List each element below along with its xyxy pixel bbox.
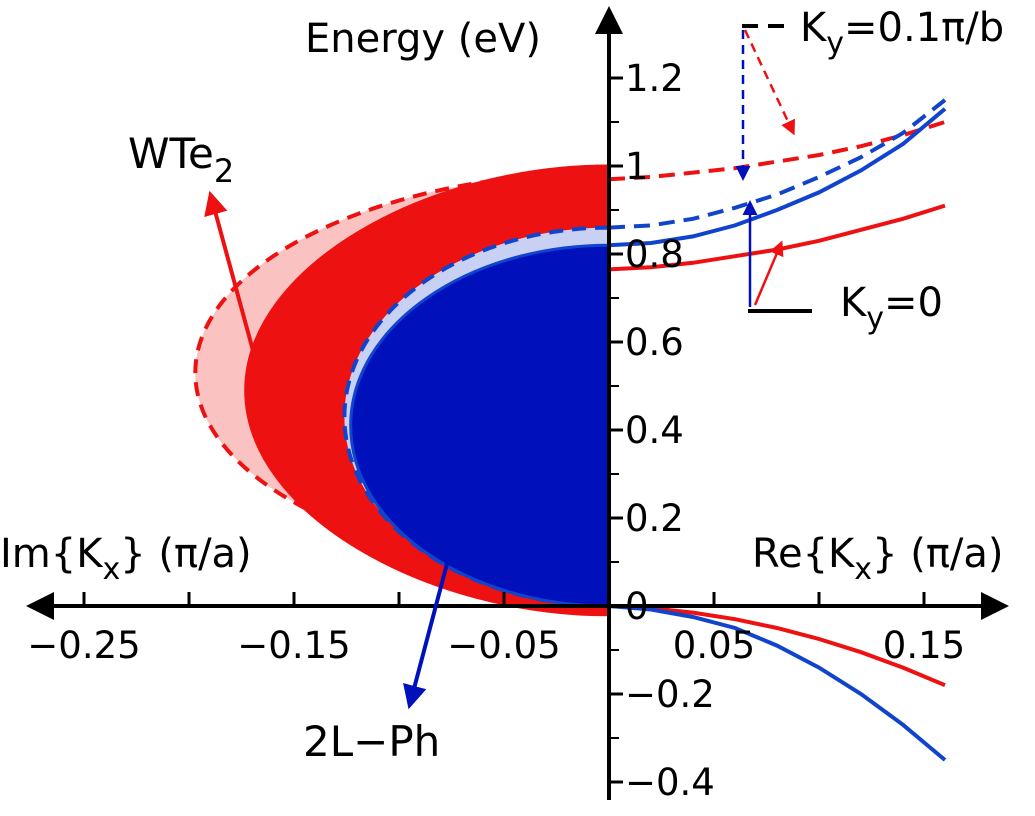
y-tick-label-6: 0.8: [625, 233, 684, 276]
y-tick-label-0: −0.4: [625, 761, 715, 804]
x-tick-label-right-0: 0.05: [673, 624, 755, 667]
y-tick-label-1: −0.2: [625, 673, 715, 716]
y-tick-label-7: 1: [625, 145, 649, 188]
x-tick-label-right-1: 0.15: [883, 624, 965, 667]
y-tick-label-4: 0.4: [625, 409, 684, 452]
wte2-label: WTe2: [128, 129, 234, 190]
series-line-0: [608, 120, 946, 182]
region-3: [349, 243, 611, 608]
y-tick-label-3: 0.2: [625, 497, 684, 540]
ticks-layer: −0.25 −0.15 −0.05 0.05 0.15 −0.4 −0.2 0 0.2 0.4 0.…: [27, 57, 965, 804]
legend-dashed-label: Ky=0.1π/b: [800, 5, 1004, 61]
y-axis-label: Energy (eV): [305, 16, 541, 62]
series-line-2: [608, 98, 947, 230]
x-tick-label-left-1: −0.15: [237, 624, 350, 667]
series-line-3: [608, 107, 947, 248]
ph-arrow: [403, 559, 450, 710]
axes: [26, 6, 1009, 800]
ph-label: 2L−Ph: [303, 717, 440, 766]
pointer-red-dashed: [743, 29, 795, 136]
wte2-arrow: [204, 190, 257, 359]
legend-solid-label: Ky=0: [840, 280, 943, 336]
y-tick-label-2: 0: [625, 585, 649, 628]
x-axis-right-label: Re{Kx} (π/a): [752, 531, 1004, 587]
x-tick-label-left-0: −0.25: [27, 624, 140, 667]
regions-layer: [193, 164, 611, 617]
y-tick-label-5: 0.6: [625, 321, 684, 364]
y-tick-label-8: 1.2: [625, 57, 684, 100]
pointer-red-solid: [753, 240, 784, 306]
x-tick-label-left-2: −0.05: [447, 624, 560, 667]
x-axis-left-label: Im{Kx} (π/a): [0, 531, 252, 587]
